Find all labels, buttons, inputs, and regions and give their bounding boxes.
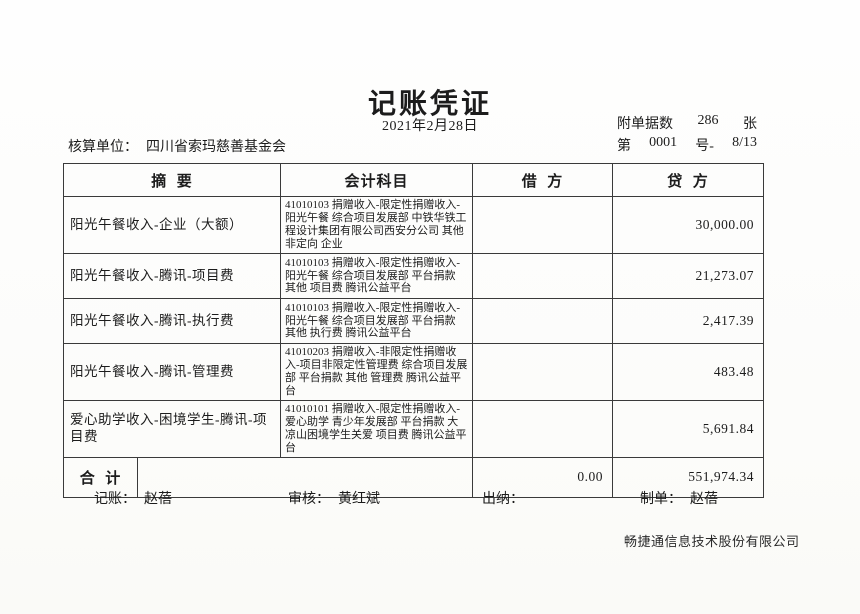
row-account: 41010103 捐赠收入-限定性捐赠收入-阳光午餐 综合项目发展部 平台捐款 …: [280, 298, 474, 344]
reviewer-name: 黄红斌: [338, 492, 380, 507]
row-credit: 21,273.07: [612, 253, 765, 299]
table-row: 阳光午餐收入-企业（大额） 41010103 捐赠收入-限定性捐赠收入-阳光午餐…: [62, 196, 765, 254]
row-account: 41010101 捐赠收入-限定性捐赠收入-爱心助学 青少年发展部 平台捐款 大…: [280, 399, 474, 458]
table-total-row: 合 计 0.00 551,974.34: [63, 456, 765, 498]
attachment-count: 286: [697, 113, 719, 128]
row-credit: 5,691.84: [612, 399, 765, 458]
voucher-number: 0001: [649, 135, 678, 150]
row-debit: [472, 343, 614, 401]
preparer-label: 制单：: [640, 492, 682, 507]
preparer-name: 赵蓓: [690, 492, 718, 507]
row-summary: 阳光午餐收入-企业（大额）: [62, 196, 282, 254]
signature-line: 记账： 赵蓓 审核： 黄红斌 出纳： 制单： 赵蓓: [0, 488, 860, 508]
accounting-unit-line: 核算单位： 四川省索玛慈善基金会: [68, 136, 286, 156]
col-header-summary: 摘 要: [62, 163, 282, 197]
col-header-credit: 贷 方: [612, 163, 765, 197]
row-account: 41010203 捐赠收入-非限定性捐赠收入-项目非限定性管理费 综合项目发展部…: [280, 343, 474, 401]
number-prefix: 第: [617, 139, 631, 154]
unit-label: 核算单位：: [68, 140, 138, 155]
attachment-unit: 张: [743, 117, 757, 132]
unit-name: 四川省索玛慈善基金会: [146, 140, 286, 155]
table-row: 爱心助学收入-困境学生-腾讯-项目费 41010101 捐赠收入-限定性捐赠收入…: [62, 399, 765, 458]
row-account: 41010103 捐赠收入-限定性捐赠收入-阳光午餐 综合项目发展部 平台捐款 …: [280, 253, 474, 299]
table-header-row: 摘 要 会计科目 借 方 贷 方: [62, 163, 765, 197]
cashier-signature: 出纳：: [482, 488, 532, 508]
table-row: 阳光午餐收入-腾讯-执行费 41010103 捐赠收入-限定性捐赠收入-阳光午餐…: [62, 298, 765, 344]
reviewer-label: 审核：: [288, 492, 330, 507]
row-credit: 2,417.39: [612, 298, 765, 344]
bookkeeper-label: 记账：: [94, 492, 136, 507]
voucher-title: 记账凭证: [367, 89, 492, 120]
voucher-table: 摘 要 会计科目 借 方 贷 方 阳光午餐收入-企业（大额） 41010103 …: [62, 163, 765, 498]
row-summary: 阳光午餐收入-腾讯-管理费: [62, 343, 282, 401]
row-debit: [472, 399, 614, 458]
col-header-account: 会计科目: [280, 163, 474, 197]
row-debit: [472, 196, 614, 254]
row-summary: 阳光午餐收入-腾讯-项目费: [62, 253, 282, 299]
voucher-date: 2021年2月28日: [382, 119, 478, 134]
number-suffix: 号-: [695, 139, 714, 154]
total-empty-cell: [136, 456, 474, 498]
cashier-label: 出纳：: [482, 492, 524, 507]
col-header-debit: 借 方: [472, 163, 614, 197]
table-row: 阳光午餐收入-腾讯-项目费 41010103 捐赠收入-限定性捐赠收入-阳光午餐…: [62, 253, 765, 299]
bookkeeper-signature: 记账： 赵蓓: [94, 488, 172, 508]
page-indicator: 8/13: [732, 135, 757, 150]
voucher-number-line: 第 0001 号- 8/13: [617, 135, 757, 155]
reviewer-signature: 审核： 黄红斌: [288, 488, 380, 508]
row-summary: 阳光午餐收入-腾讯-执行费: [62, 298, 282, 344]
row-debit: [472, 253, 614, 299]
row-account: 41010103 捐赠收入-限定性捐赠收入-阳光午餐 综合项目发展部 中铁华铁工…: [280, 196, 474, 254]
total-credit: 551,974.34: [612, 456, 765, 498]
table-row: 阳光午餐收入-腾讯-管理费 41010203 捐赠收入-非限定性捐赠收入-项目非…: [62, 343, 765, 401]
row-debit: [472, 298, 614, 344]
attachment-count-line: 附单据数 286 张: [617, 113, 757, 133]
row-credit: 483.48: [612, 343, 765, 401]
preparer-signature: 制单： 赵蓓: [640, 488, 718, 508]
total-debit: 0.00: [472, 456, 614, 498]
attachment-label: 附单据数: [617, 117, 673, 132]
row-summary: 爱心助学收入-困境学生-腾讯-项目费: [62, 399, 282, 458]
software-vendor-name: 畅捷通信息技术股份有限公司: [624, 534, 800, 549]
bookkeeper-name: 赵蓓: [144, 492, 172, 507]
row-credit: 30,000.00: [612, 196, 765, 254]
